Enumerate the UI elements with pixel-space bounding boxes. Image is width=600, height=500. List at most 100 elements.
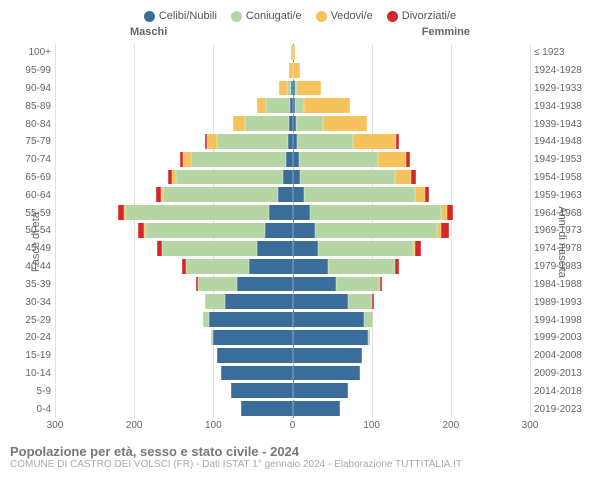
bar-male	[157, 241, 292, 256]
bar-segment	[293, 63, 301, 78]
bar-segment	[183, 152, 191, 167]
bar-female	[293, 401, 341, 416]
age-label: 90-94	[13, 83, 51, 94]
bar-segment	[249, 259, 293, 274]
age-label: 30-34	[13, 297, 51, 308]
birth-label: ≤ 1923	[534, 47, 594, 58]
age-label: 15-19	[13, 350, 51, 361]
bar-segment	[318, 241, 413, 256]
bar-segment	[353, 134, 397, 149]
bar-female	[293, 205, 454, 220]
legend-label: Divorziati/e	[402, 10, 456, 22]
plot-region: 100+≤ 192395-991924-192890-941929-193385…	[55, 44, 530, 418]
bar-segment	[217, 134, 288, 149]
age-label: 0-4	[13, 404, 51, 415]
age-label: 95-99	[13, 65, 51, 76]
bar-segment	[395, 259, 399, 274]
bar-female	[293, 348, 363, 363]
bar-segment	[295, 98, 305, 113]
bar-female	[293, 366, 360, 381]
birth-label: 2019-2023	[534, 404, 594, 415]
age-row: 40-441979-1983	[55, 258, 530, 276]
bar-segment	[205, 294, 225, 309]
x-tick-label: 200	[126, 420, 143, 431]
bar-segment	[293, 401, 341, 416]
bar-male	[233, 116, 292, 131]
age-label: 25-29	[13, 315, 51, 326]
legend: Celibi/Nubili Coniugati/e Vedovi/e Divorzia…	[0, 0, 600, 26]
bar-female	[293, 98, 351, 113]
x-tick-label: 200	[442, 420, 459, 431]
bar-segment	[293, 312, 364, 327]
age-row: 65-691954-1958	[55, 169, 530, 187]
gridline	[530, 44, 531, 418]
age-row: 95-991924-1928	[55, 62, 530, 80]
header-female: Femmine	[422, 26, 470, 38]
bar-male	[221, 366, 292, 381]
bar-segment	[237, 277, 292, 292]
age-row: 5-92014-2018	[55, 382, 530, 400]
bar-segment	[380, 277, 382, 292]
bar-female	[293, 330, 371, 345]
bar-segment	[323, 116, 367, 131]
bar-male	[279, 81, 293, 96]
bar-segment	[293, 348, 363, 363]
age-row: 75-791944-1948	[55, 133, 530, 151]
birth-label: 1954-1958	[534, 172, 594, 183]
bar-male	[231, 383, 293, 398]
legend-item: Vedovi/e	[316, 10, 373, 22]
bar-segment	[231, 383, 293, 398]
bar-female	[293, 134, 399, 149]
legend-label: Coniugati/e	[246, 10, 302, 22]
bar-segment	[425, 187, 430, 202]
bar-segment	[293, 277, 337, 292]
age-row: 100+≤ 1923	[55, 44, 530, 62]
age-label: 50-54	[13, 225, 51, 236]
bar-male	[257, 98, 293, 113]
bar-segment	[304, 187, 415, 202]
bar-segment	[336, 277, 380, 292]
bar-segment	[364, 312, 374, 327]
age-label: 65-69	[13, 172, 51, 183]
x-tick-label: 100	[363, 420, 380, 431]
bar-segment	[186, 259, 249, 274]
birth-label: 1984-1988	[534, 279, 594, 290]
age-row: 90-941929-1933	[55, 80, 530, 98]
age-row: 10-142009-2013	[55, 365, 530, 383]
birth-label: 1994-1998	[534, 315, 594, 326]
bar-segment	[279, 81, 287, 96]
bar-segment	[310, 205, 441, 220]
caption-title: Popolazione per età, sesso e stato civil…	[10, 444, 590, 459]
legend-swatch	[387, 11, 398, 22]
age-row: 80-841939-1943	[55, 115, 530, 133]
legend-item: Coniugati/e	[231, 10, 302, 22]
age-row: 15-192004-2008	[55, 347, 530, 365]
bar-male	[138, 223, 293, 238]
bar-female	[293, 383, 348, 398]
legend-label: Celibi/Nubili	[159, 10, 217, 22]
bar-segment	[293, 383, 348, 398]
bar-segment	[163, 187, 278, 202]
legend-swatch	[231, 11, 242, 22]
legend-item: Divorziati/e	[387, 10, 456, 22]
bar-segment	[176, 170, 283, 185]
bar-segment	[415, 187, 425, 202]
bar-segment	[304, 98, 350, 113]
x-tick-label: 300	[47, 420, 64, 431]
birth-label: 1964-1968	[534, 208, 594, 219]
bar-female	[293, 223, 450, 238]
bar-segment	[233, 116, 245, 131]
bar-segment	[225, 294, 292, 309]
bar-segment	[126, 205, 269, 220]
age-label: 60-64	[13, 190, 51, 201]
pyramid-chart: Celibi/Nubili Coniugati/e Vedovi/e Divorzia…	[0, 0, 600, 500]
bar-segment	[257, 98, 267, 113]
bar-segment	[293, 366, 360, 381]
bar-female	[293, 294, 374, 309]
bar-female	[293, 170, 416, 185]
birth-label: 1974-1978	[534, 243, 594, 254]
caption-sub: COMUNE DI CASTRO DEI VOLSCI (FR) - Dati …	[10, 459, 590, 470]
age-label: 80-84	[13, 119, 51, 130]
bar-male	[205, 294, 292, 309]
bar-segment	[269, 205, 293, 220]
